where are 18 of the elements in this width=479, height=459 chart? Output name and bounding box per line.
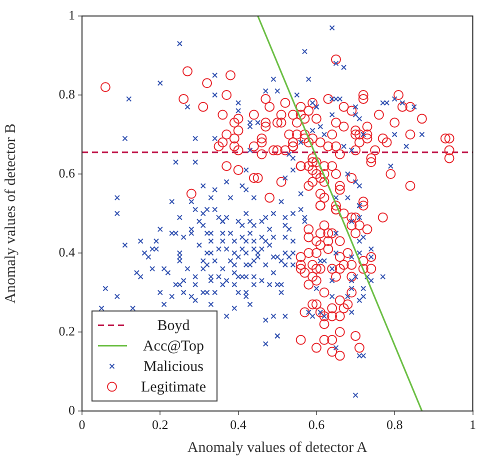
y-tick-label: 0.8 [58, 86, 75, 102]
x-tick-label: 1 [470, 417, 476, 432]
legend-label: Boyd [157, 318, 190, 334]
y-tick-label: 0.2 [58, 323, 75, 338]
legend-label: Malicious [144, 359, 204, 376]
y-tick-label: 0.4 [58, 244, 76, 260]
y-tick-label: 0.6 [58, 165, 76, 180]
x-tick-label: 0.4 [230, 417, 247, 432]
y-tick-label: 0 [68, 402, 75, 418]
x-tick-label: 0.8 [386, 417, 403, 432]
x-axis-title: Anomaly values of detector A [187, 440, 368, 456]
x-tick-label: 0.2 [152, 417, 168, 432]
legend-label: Legitimate [141, 380, 206, 396]
legend-label: Acc@Top [142, 338, 204, 355]
y-axis-title: Anomaly values of detector B [2, 124, 19, 304]
y-tick-label: 1 [68, 7, 75, 22]
x-tick-label: 0.6 [308, 417, 326, 432]
x-tick-label: 0 [78, 417, 86, 432]
